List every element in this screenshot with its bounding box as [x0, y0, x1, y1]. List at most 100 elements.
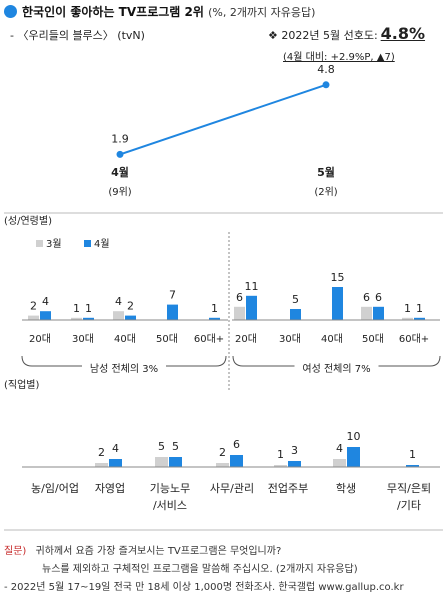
data-label: 1.9: [111, 132, 129, 145]
bar-value-label: 6: [363, 291, 370, 304]
category-label: 40대: [321, 333, 343, 345]
question-text-1: 귀하께서 요즘 가장 즐겨보시는 TV프로그램은 무엇입니까?: [35, 546, 282, 557]
change-note: (4월 대비: +2.9%P, ▲7): [283, 52, 395, 63]
category-label: 30대: [279, 333, 301, 345]
bar-4월: [209, 317, 220, 320]
bar-value-label: 4: [112, 442, 119, 455]
bar-3월: [274, 465, 287, 467]
bar-value-label: 2: [30, 300, 37, 313]
data-point: [116, 150, 124, 158]
data-point: [322, 81, 330, 89]
bar-3월: [95, 463, 108, 467]
bar-value-label: 15: [331, 271, 345, 284]
category-label: 기능노무: [150, 482, 190, 495]
bar-4월: [406, 465, 419, 467]
group-label-male: 남성 전체의 3%: [90, 363, 158, 375]
rank-label: (2위): [314, 185, 337, 198]
category-label: /기타: [397, 499, 421, 512]
legend-swatch: [36, 240, 43, 247]
category-label: 20대: [29, 333, 51, 345]
bar-value-label: 1: [73, 302, 80, 315]
bar-4월: [347, 447, 360, 467]
bar-value-label: 1: [416, 302, 423, 315]
bar-4월: [230, 455, 243, 467]
preference-summary: ❖ 2022년 5월 선호도: 4.8%: [268, 24, 425, 43]
bar-value-label: 1: [211, 302, 218, 315]
bar-value-label: 6: [233, 438, 240, 451]
bar-value-label: 6: [236, 291, 243, 304]
legend-label: 4월: [94, 238, 110, 250]
category-label: 학생: [336, 482, 356, 495]
bar-value-label: 1: [85, 302, 92, 315]
group-label-bg: [294, 361, 379, 373]
program-subtitle: - 〈우리들의 블루스〉 (tvN): [10, 29, 145, 42]
category-label: 50대: [362, 333, 384, 345]
bar-value-label: 5: [292, 293, 299, 306]
bar-4월: [288, 461, 301, 467]
bar-4월: [246, 295, 257, 320]
category-label: 40대: [114, 333, 136, 345]
bar-value-label: 4: [115, 295, 122, 308]
bar-value-label: 5: [158, 440, 165, 453]
bar-4월: [125, 315, 136, 320]
bar-value-label: 6: [375, 291, 382, 304]
question-label: 질문): [4, 546, 27, 557]
bar-4월: [290, 309, 301, 320]
section-label: (직업별): [4, 378, 40, 391]
bar-value-label: 7: [169, 289, 176, 302]
bar-value-label: 1: [404, 302, 411, 315]
title-note: (%, 2개까지 자유응답): [208, 6, 316, 19]
category-label: 30대: [72, 333, 94, 345]
category-label: 농/임/어업: [31, 482, 79, 495]
bar-3월: [216, 463, 229, 467]
legend-label: 3월: [46, 238, 62, 250]
bar-value-label: 4: [42, 295, 49, 308]
question-text-2: 뉴스를 제외하고 구체적인 프로그램을 말씀해 주십시오. (2개까지 자유응답…: [42, 564, 358, 575]
question-line-1: 질문) 귀하께서 요즘 가장 즐겨보시는 TV프로그램은 무엇입니까?: [4, 542, 281, 557]
group-label-female: 여성 전체의 7%: [302, 363, 370, 375]
data-label: 4.8: [317, 63, 335, 76]
group-label-bg: [82, 361, 166, 373]
category-label: 전업주부: [268, 482, 308, 495]
category-label: 무직/은퇴: [387, 482, 431, 495]
bar-value-label: 11: [245, 280, 259, 293]
category-label: 60대+: [194, 333, 224, 345]
chart-title: 한국인이 좋아하는 TV프로그램 2위 (%, 2개까지 자유응답): [22, 3, 315, 20]
bar-4월: [414, 317, 425, 320]
bar-value-label: 1: [277, 448, 284, 461]
category-label: 60대+: [399, 333, 429, 345]
bar-value-label: 2: [98, 446, 105, 459]
section-label: (성/연령별): [4, 215, 52, 227]
bar-value-label: 10: [347, 430, 361, 443]
legend-swatch: [84, 240, 91, 247]
bar-3월: [155, 457, 168, 467]
bar-4월: [373, 306, 384, 320]
bar-value-label: 4: [336, 442, 343, 455]
title-bullet-icon: [4, 5, 17, 18]
category-label: /서비스: [153, 499, 187, 512]
bar-3월: [28, 315, 39, 320]
bar-value-label: 3: [291, 444, 298, 457]
bar-4월: [332, 287, 343, 320]
x-tick-label: 4월: [111, 165, 129, 179]
rank-label: (9위): [108, 185, 131, 198]
preference-label: ❖ 2022년 5월 선호도:: [268, 29, 378, 42]
title-text: 한국인이 좋아하는 TV프로그램 2위: [22, 5, 204, 19]
category-label: 20대: [235, 333, 257, 345]
bar-3월: [402, 317, 413, 320]
bar-3월: [71, 317, 82, 320]
preference-value: 4.8%: [380, 24, 426, 43]
source-note: - 2022년 5월 17~19일 전국 만 18세 이상 1,000명 전화조…: [4, 582, 404, 593]
bar-3월: [234, 306, 245, 320]
category-label: 50대: [156, 333, 178, 345]
bar-value-label: 1: [409, 448, 416, 461]
bar-4월: [167, 304, 178, 320]
bar-value-label: 2: [219, 446, 226, 459]
x-tick-label: 5월: [317, 165, 335, 179]
series-line: [119, 83, 327, 156]
bar-3월: [113, 311, 124, 320]
category-label: 사무/관리: [210, 482, 254, 495]
bar-3월: [333, 459, 346, 467]
